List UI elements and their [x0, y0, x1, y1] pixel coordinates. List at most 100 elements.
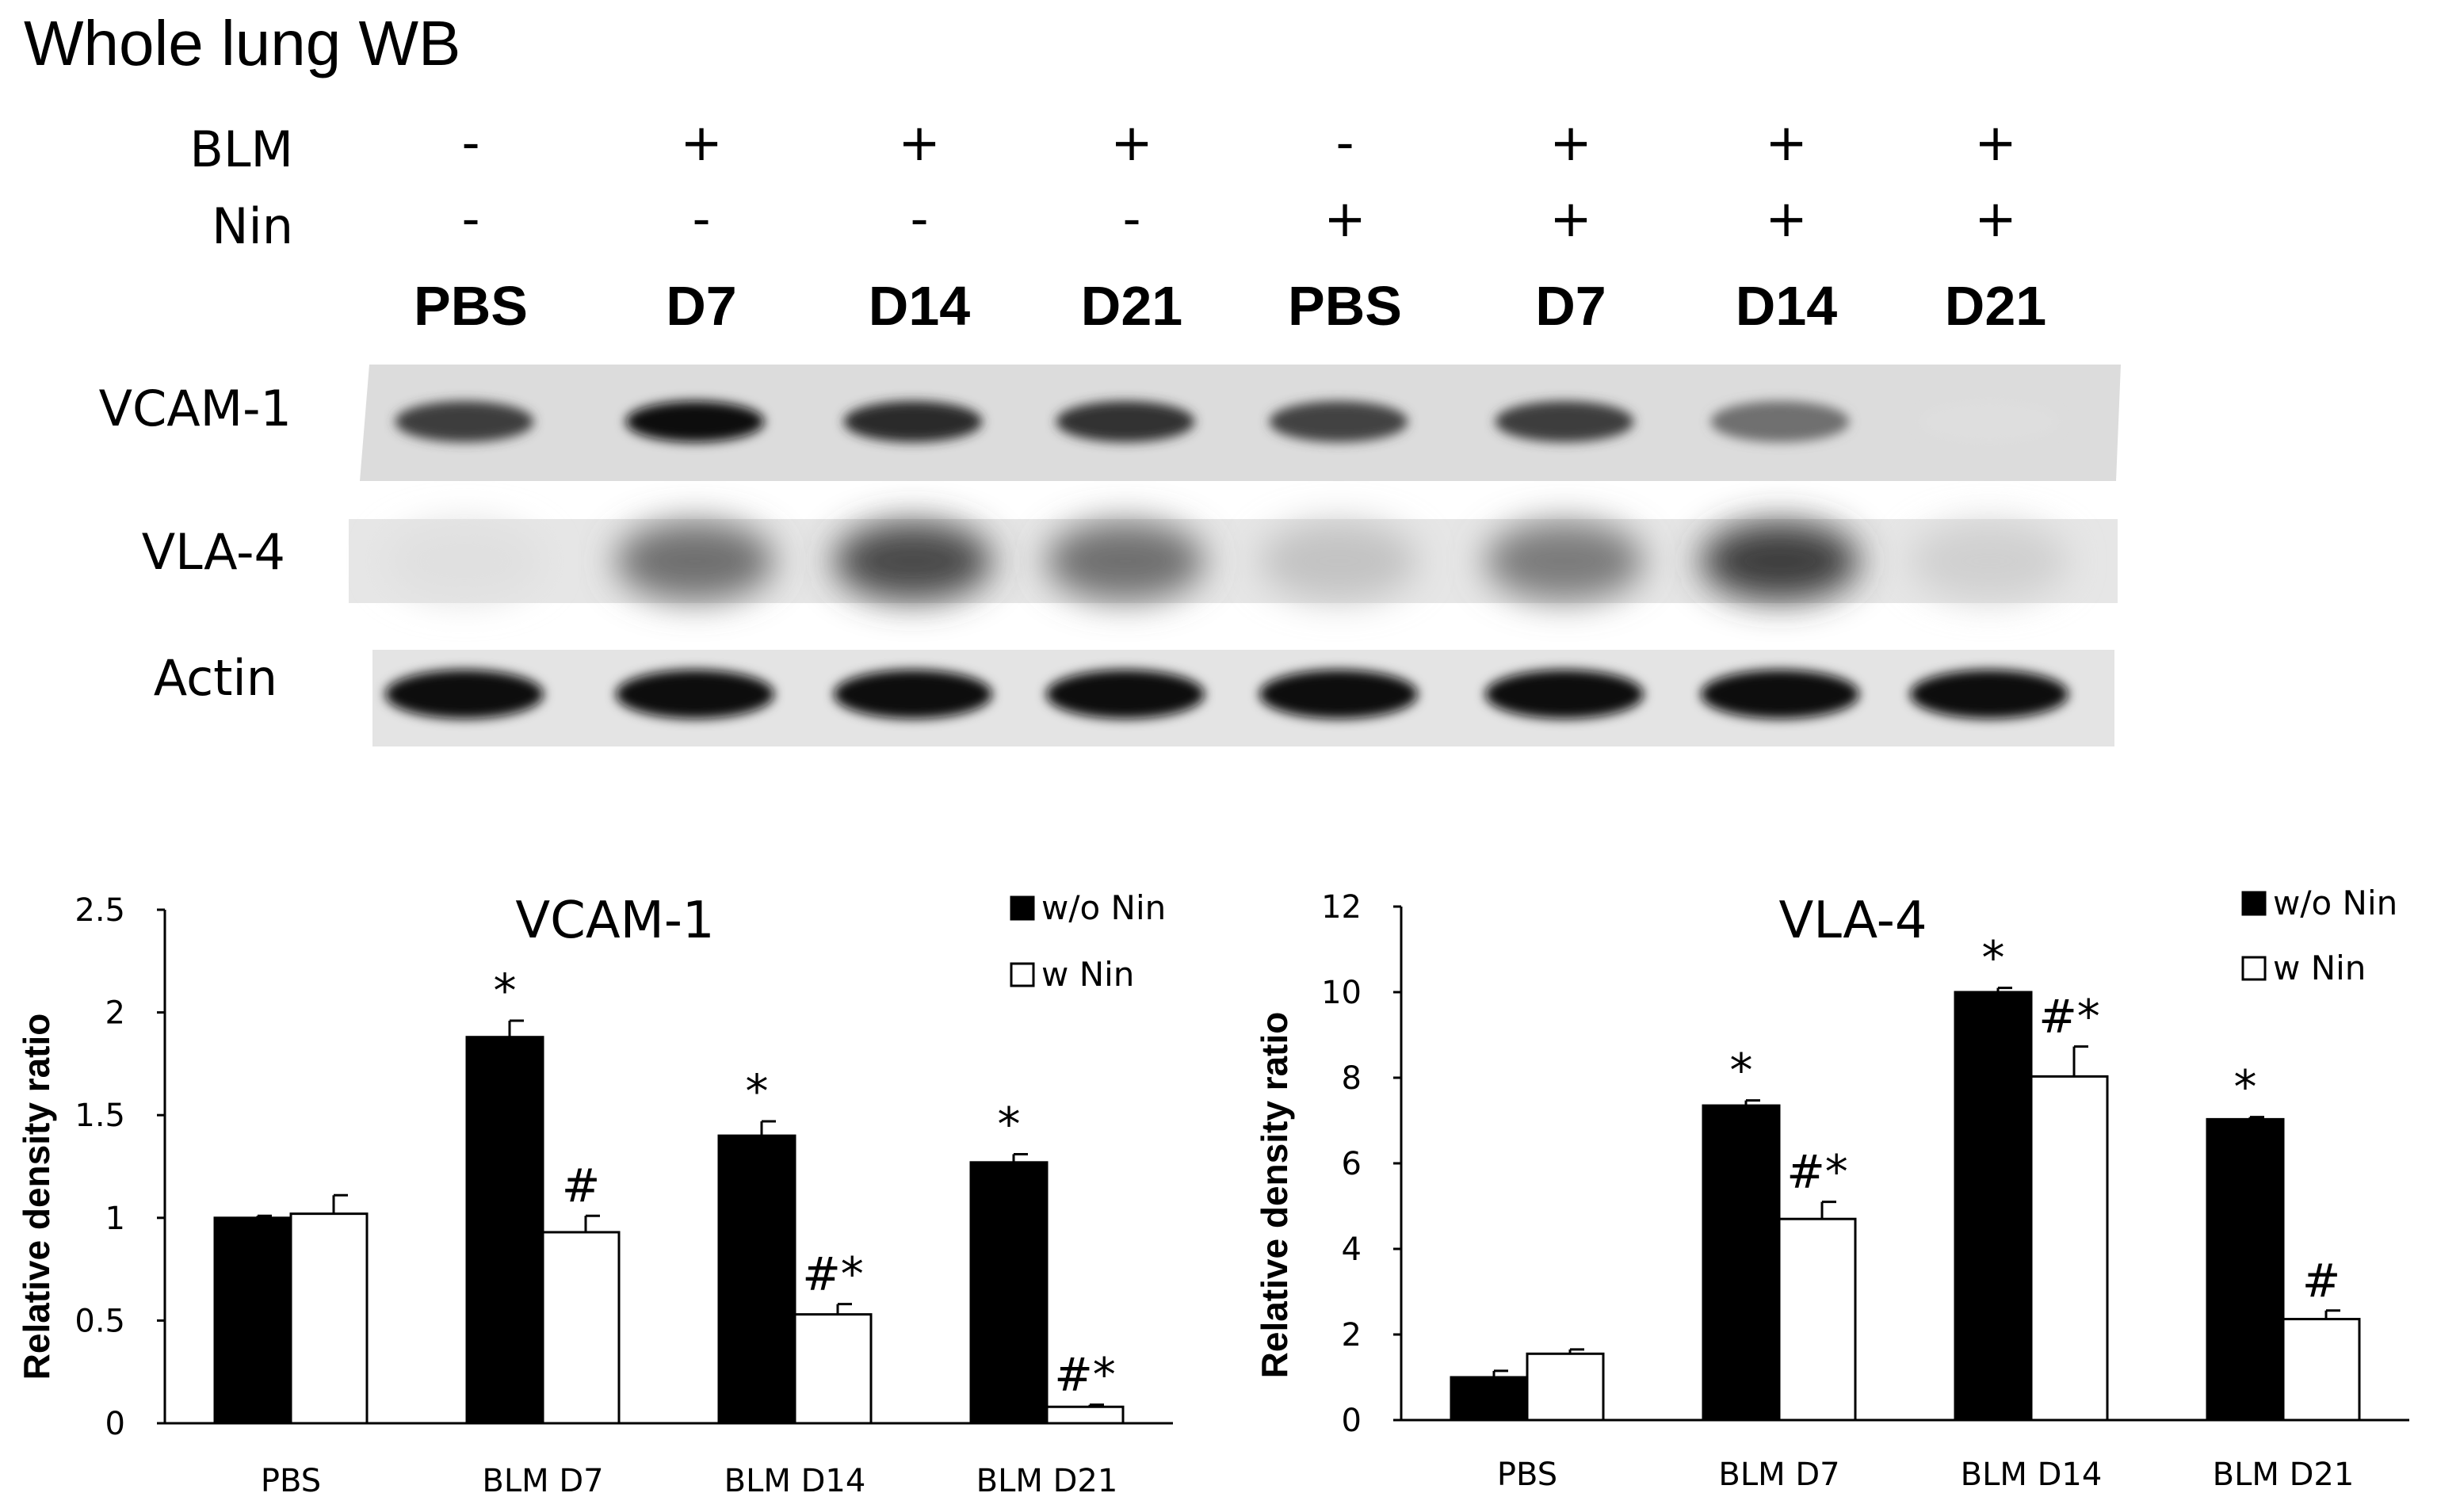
figure-title: Whole lung WB: [24, 8, 460, 78]
blm-row-label: BLM: [189, 120, 293, 178]
band-actin-lane-3: [834, 670, 992, 719]
vla4-y-tick-label: 12: [1321, 889, 1362, 926]
vcam1-bar-w-nin-4: [1045, 1405, 1125, 1425]
nin-sign-3: -: [910, 190, 928, 249]
blot-strip-vcam1: [360, 365, 2121, 481]
vcam1-significance-w-nin-2: #: [562, 1159, 601, 1212]
vla4-category-label-2: BLM D7: [1718, 1457, 1839, 1493]
vcam1-legend-label-1: w/o Nin: [1041, 888, 1166, 927]
vla4-chart: 0 2 4 6 8 10 12 Relative density ratio VLA-4 w/o …: [1254, 884, 2409, 1493]
vla4-significance-w-nin-3: #*: [2038, 990, 2100, 1044]
band-vcam1-lane-8: [1919, 401, 2059, 442]
lane-name-7: D14: [1736, 275, 1837, 337]
vla4-bar-wo-nin-1: [1450, 1376, 1529, 1422]
vcam1-bar-wo-nin-4: [969, 1161, 1049, 1425]
band-vla4-lane-7: [1701, 521, 1859, 601]
vcam1-significance-wo-nin-2: *: [494, 964, 517, 1018]
blot-strip-actin: [372, 650, 2114, 746]
band-vcam1-lane-5: [1269, 401, 1408, 442]
vla4-y-tick-label: 0: [1342, 1403, 1362, 1439]
vla4-significance-wo-nin-4: *: [2234, 1060, 2257, 1114]
vla4-y-tick-label: 2: [1342, 1317, 1362, 1354]
vcam1-chart-title: VCAM-1: [515, 892, 714, 950]
vcam1-y-tick-label: 1: [105, 1201, 125, 1237]
blm-sign-5: -: [1335, 114, 1354, 173]
band-vcam1-lane-1: [395, 401, 534, 442]
vcam1-bar-w-nin-1: [289, 1212, 369, 1425]
vcam1-legend-swatch-2: [1010, 962, 1035, 987]
vla4-bar-w-nin-3: [2030, 1075, 2109, 1422]
nin-sign-7: +: [1765, 190, 1808, 249]
vcam1-bar-wo-nin-3: [717, 1134, 796, 1425]
band-vla4-lane-5: [1259, 521, 1418, 601]
vla4-y-tick-label: 4: [1342, 1231, 1362, 1268]
vcam1-category-label-4: BLM D21: [976, 1463, 1118, 1499]
band-vcam1-lane-7: [1710, 401, 1850, 442]
blm-sign-4: +: [1110, 114, 1153, 173]
vla4-bar-w-nin-2: [1778, 1217, 1857, 1422]
vla4-category-label-1: PBS: [1497, 1457, 1557, 1493]
vcam1-category-label-3: BLM D14: [724, 1463, 866, 1499]
vcam1-significance-w-nin-4: #*: [1054, 1348, 1116, 1402]
vla4-bar-wo-nin-4: [2206, 1117, 2285, 1422]
vla4-category-label-3: BLM D14: [1961, 1457, 2103, 1493]
nin-sign-8: +: [1974, 190, 2017, 249]
blm-sign-1: -: [461, 114, 479, 173]
nin-row-label: Nin: [212, 197, 293, 255]
band-vcam1-lane-4: [1056, 401, 1195, 442]
vla4-legend-label-2: w Nin: [2273, 949, 2366, 987]
vla4-category-label-4: BLM D21: [2213, 1457, 2355, 1493]
vcam1-bar-wo-nin-2: [465, 1036, 544, 1425]
protein-label-vla4: VLA-4: [142, 523, 285, 581]
vla4-significance-w-nin-2: #*: [1786, 1145, 1848, 1199]
band-vcam1-lane-2: [625, 401, 765, 442]
band-vcam1-lane-3: [843, 401, 983, 442]
blm-sign-2: +: [680, 114, 723, 173]
band-vla4-lane-8: [1910, 521, 2068, 601]
vcam1-legend-swatch-1: [1010, 895, 1035, 921]
blm-sign-6: +: [1549, 114, 1592, 173]
band-vla4-lane-6: [1485, 521, 1644, 601]
blm-sign-8: +: [1974, 114, 2017, 173]
band-actin-lane-8: [1910, 670, 2068, 719]
lane-headers: - - PBS + - D7 + - D14 + - D21 - + PBS + + D7 + + D14 + + D21: [414, 114, 2046, 337]
vla4-legend-swatch-1: [2241, 891, 2267, 916]
nin-sign-1: -: [461, 190, 479, 249]
band-actin-lane-2: [616, 670, 774, 719]
vcam1-y-tick-label: 1.5: [74, 1098, 125, 1134]
vla4-y-axis-label: Relative density ratio: [1254, 1012, 1295, 1379]
lane-name-3: D14: [869, 275, 970, 337]
vla4-bar-w-nin-1: [1526, 1352, 1605, 1422]
vcam1-significance-wo-nin-3: *: [746, 1064, 769, 1118]
vcam1-y-axis-label: Relative density ratio: [16, 1014, 57, 1380]
vcam1-bar-w-nin-3: [793, 1313, 873, 1425]
nin-sign-4: -: [1122, 190, 1140, 249]
vcam1-bar-wo-nin-1: [213, 1216, 292, 1425]
lane-name-5: PBS: [1288, 275, 1402, 337]
nin-sign-6: +: [1549, 190, 1592, 249]
vla4-y-tick-label: 10: [1321, 975, 1362, 1011]
lane-name-6: D7: [1535, 275, 1606, 337]
blot-strip-vla4: [349, 519, 2118, 603]
vcam1-significance-wo-nin-4: *: [998, 1097, 1021, 1151]
vcam1-category-label-1: PBS: [261, 1463, 321, 1499]
vla4-y-tick-label: 8: [1342, 1060, 1362, 1097]
band-actin-lane-1: [385, 670, 544, 719]
band-vla4-lane-3: [834, 521, 992, 601]
nin-sign-2: -: [692, 190, 710, 249]
vcam1-y-tick-label: 0: [105, 1406, 125, 1442]
band-vla4-lane-1: [385, 521, 544, 601]
lane-name-8: D21: [1945, 275, 2046, 337]
vcam1-significance-w-nin-3: #*: [802, 1247, 864, 1301]
vla4-bar-wo-nin-3: [1954, 991, 2033, 1422]
vla4-chart-title: VLA-4: [1778, 892, 1927, 950]
vcam1-y-tick-label: 2.5: [74, 892, 125, 929]
protein-label-vcam1: VCAM-1: [99, 380, 292, 437]
vla4-y-tick-label: 6: [1342, 1146, 1362, 1182]
band-actin-lane-4: [1046, 670, 1205, 719]
vcam1-legend-label-2: w Nin: [1041, 955, 1134, 994]
band-vla4-lane-4: [1046, 521, 1205, 601]
vla4-significance-wo-nin-2: *: [1730, 1044, 1753, 1098]
vcam1-y-tick-label: 0.5: [74, 1303, 125, 1339]
vla4-significance-wo-nin-3: *: [1982, 931, 2005, 985]
